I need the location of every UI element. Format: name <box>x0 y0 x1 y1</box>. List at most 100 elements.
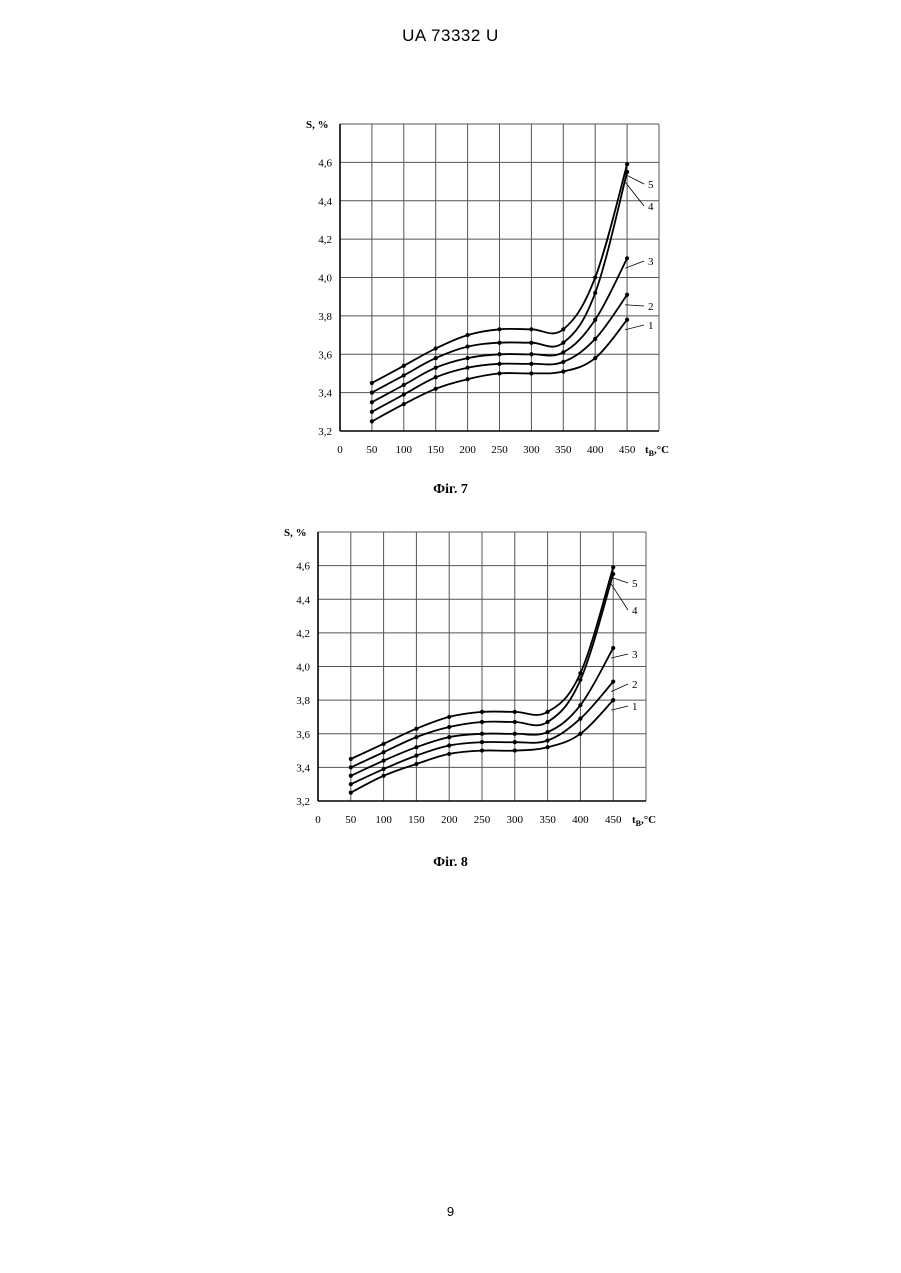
fig7-x-axis-label: tB,°C <box>645 444 669 458</box>
fig8-data-point <box>480 710 484 714</box>
fig7-y-tick-label: 4,4 <box>318 196 332 208</box>
figure-8-chart: 3,23,43,63,84,04,24,44,60501001502002503… <box>0 520 901 980</box>
fig8-data-point <box>480 748 484 752</box>
fig8-data-point <box>611 680 615 684</box>
fig7-data-point <box>370 419 374 423</box>
fig8-data-point <box>349 790 353 794</box>
fig8-data-point <box>382 767 386 771</box>
fig7-series-leader <box>625 305 644 306</box>
fig8-data-point <box>513 748 517 752</box>
fig7-data-point <box>370 400 374 404</box>
fig8-data-point <box>382 750 386 754</box>
fig8-data-point <box>546 710 550 714</box>
fig7-data-point <box>561 341 565 345</box>
fig8-x-tick-label: 450 <box>605 814 622 826</box>
fig8-data-point <box>349 757 353 761</box>
fig7-x-tick-label: 100 <box>396 444 413 456</box>
fig7-data-point <box>497 362 501 366</box>
fig7-data-point <box>466 356 470 360</box>
fig7-series-label: 3 <box>648 256 654 268</box>
fig7-data-point <box>466 333 470 337</box>
fig8-y-tick-label: 3,8 <box>296 695 310 707</box>
fig7-series-label: 2 <box>648 301 654 313</box>
fig8-data-point <box>447 725 451 729</box>
fig8-data-point <box>447 752 451 756</box>
fig7-data-point <box>497 327 501 331</box>
figure-7-caption: Фіг. 7 <box>0 482 901 498</box>
fig7-data-point <box>593 291 597 295</box>
fig8-y-axis-label: S, % <box>284 527 307 539</box>
fig8-series-leader <box>611 584 628 610</box>
fig7-y-tick-label: 3,2 <box>318 426 332 438</box>
figure-8-caption: Фіг. 8 <box>0 855 901 871</box>
fig7-y-tick-label: 4,2 <box>318 234 332 246</box>
fig7-x-tick-label: 250 <box>491 444 508 456</box>
fig8-x-tick-label: 350 <box>539 814 556 826</box>
fig8-x-tick-label: 50 <box>345 814 357 826</box>
fig8-y-tick-label: 4,6 <box>296 561 310 573</box>
fig8-data-point <box>513 732 517 736</box>
fig7-x-tick-label: 150 <box>427 444 444 456</box>
fig7-data-point <box>402 364 406 368</box>
fig8-data-point <box>349 782 353 786</box>
fig8-data-point <box>382 774 386 778</box>
fig8-y-tick-label: 4,2 <box>296 628 310 640</box>
fig8-data-point <box>447 735 451 739</box>
fig7-data-point <box>434 387 438 391</box>
fig8-data-point <box>513 720 517 724</box>
fig8-data-point <box>611 698 615 702</box>
fig7-data-point <box>593 356 597 360</box>
fig7-y-tick-label: 3,4 <box>318 388 332 400</box>
fig8-series-leader <box>611 577 628 583</box>
fig7-data-point <box>625 256 629 260</box>
fig7-data-point <box>625 162 629 166</box>
fig8-y-tick-label: 4,0 <box>296 662 310 674</box>
fig7-data-point <box>497 371 501 375</box>
fig8-data-point <box>414 735 418 739</box>
fig8-x-tick-label: 250 <box>474 814 491 826</box>
fig7-data-point <box>529 341 533 345</box>
fig7-data-point <box>593 337 597 341</box>
fig8-data-point <box>578 703 582 707</box>
fig7-data-point <box>466 366 470 370</box>
fig7-x-tick-label: 450 <box>619 444 636 456</box>
fig7-data-point <box>593 318 597 322</box>
fig7-data-point <box>402 402 406 406</box>
fig7-data-point <box>561 369 565 373</box>
fig8-data-point <box>447 715 451 719</box>
fig8-series-label: 2 <box>632 679 638 691</box>
fig8-x-axis-label: tB,°C <box>632 814 656 828</box>
fig8-x-tick-label: 0 <box>315 814 321 826</box>
fig8-data-point <box>578 732 582 736</box>
fig8-x-tick-label: 150 <box>408 814 425 826</box>
fig8-data-point <box>480 740 484 744</box>
fig7-x-tick-label: 350 <box>555 444 572 456</box>
fig8-x-tick-label: 200 <box>441 814 458 826</box>
fig8-series-label: 1 <box>632 701 638 713</box>
figure-7-svg: 3,23,43,63,84,04,24,44,60501001502002503… <box>0 110 901 480</box>
fig8-data-point <box>546 745 550 749</box>
figure-8-svg: 3,23,43,63,84,04,24,44,60501001502002503… <box>0 520 901 850</box>
fig7-series-leader <box>625 182 644 206</box>
fig8-data-point <box>546 738 550 742</box>
fig7-data-point <box>561 327 565 331</box>
fig8-x-tick-label: 400 <box>572 814 589 826</box>
fig8-data-point <box>414 745 418 749</box>
fig7-data-point <box>529 362 533 366</box>
fig8-data-point <box>578 671 582 675</box>
fig7-series-label: 5 <box>648 179 654 191</box>
fig7-y-axis-label: S, % <box>306 119 329 131</box>
fig7-series-label: 1 <box>648 320 654 332</box>
fig7-data-point <box>561 360 565 364</box>
fig7-series-leader <box>625 325 644 330</box>
fig8-data-point <box>513 740 517 744</box>
fig7-data-point <box>434 356 438 360</box>
document-header: UA 73332 U <box>0 26 901 46</box>
fig8-data-point <box>546 720 550 724</box>
fig7-y-tick-label: 3,6 <box>318 349 332 361</box>
fig8-data-point <box>611 646 615 650</box>
fig8-series-label: 4 <box>632 605 638 617</box>
fig7-data-point <box>529 352 533 356</box>
fig7-data-point <box>434 366 438 370</box>
fig7-y-tick-label: 3,8 <box>318 311 332 323</box>
